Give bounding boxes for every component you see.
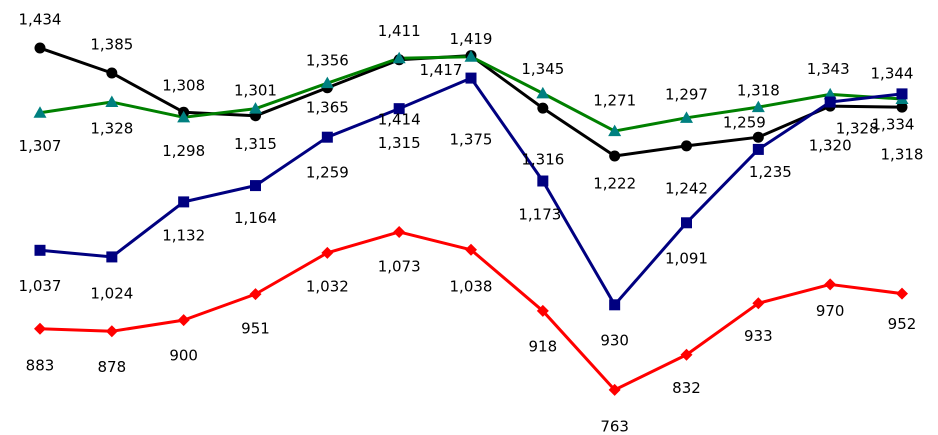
marker	[681, 217, 692, 229]
data-label: 1,419	[450, 30, 493, 48]
marker	[106, 67, 118, 79]
marker	[824, 96, 836, 108]
marker	[752, 143, 764, 155]
data-label: 1,375	[450, 131, 493, 149]
data-label: 1,091	[665, 249, 708, 267]
data-label: 1,073	[378, 257, 421, 275]
marker	[34, 322, 46, 335]
data-label: 1,334	[872, 115, 915, 133]
data-label: 1,037	[19, 277, 62, 295]
data-label: 1,315	[234, 135, 277, 153]
data-label: 1,356	[306, 51, 349, 69]
marker	[537, 102, 549, 114]
data-label: 763	[600, 417, 629, 435]
data-label: 1,307	[19, 137, 62, 155]
data-label: 1,417	[420, 61, 463, 79]
data-label: 832	[672, 379, 701, 397]
data-label: 1,385	[90, 35, 133, 53]
data-label: 1,173	[518, 206, 561, 224]
marker	[465, 72, 477, 84]
marker	[250, 180, 261, 192]
marker	[896, 88, 908, 100]
marker	[393, 103, 405, 115]
marker	[392, 51, 406, 64]
marker	[465, 243, 477, 256]
data-label: 1,316	[521, 151, 564, 169]
marker	[681, 140, 692, 152]
data-label: 1,434	[19, 11, 62, 29]
marker	[105, 95, 119, 108]
data-label: 1,414	[378, 111, 421, 129]
marker	[896, 287, 908, 300]
data-label: 1,297	[665, 85, 708, 103]
data-label: 878	[98, 358, 127, 376]
data-label: 1,222	[593, 175, 636, 193]
marker	[34, 244, 46, 256]
marker	[536, 304, 549, 317]
data-label: 1,308	[162, 77, 205, 95]
marker	[178, 196, 190, 208]
data-label: 1,038	[450, 277, 493, 295]
series-line	[39, 76, 903, 307]
marker	[896, 101, 908, 113]
data-label: 918	[529, 337, 558, 355]
data-label: 1,365	[306, 99, 349, 117]
data-label: 1,318	[737, 82, 780, 100]
data-label: 1,345	[521, 60, 564, 78]
data-label: 1,320	[809, 137, 852, 155]
data-label: 1,301	[234, 81, 277, 99]
data-label: 1,242	[665, 179, 708, 197]
data-label: 1,024	[90, 284, 133, 302]
marker	[751, 100, 765, 113]
data-label: 1,164	[234, 209, 277, 227]
data-label: 951	[241, 320, 270, 338]
data-label: 1,132	[162, 226, 205, 244]
data-label: 1,328	[90, 120, 133, 138]
marker	[33, 106, 47, 118]
marker	[320, 76, 334, 89]
marker	[608, 124, 622, 137]
data-label: 1,318	[881, 146, 924, 164]
data-label: 1,298	[162, 142, 205, 160]
data-label: 900	[169, 347, 198, 365]
marker	[249, 288, 262, 301]
marker	[752, 131, 764, 143]
data-label: 1,343	[807, 60, 850, 78]
data-label: 1,315	[378, 134, 421, 152]
marker	[177, 314, 190, 327]
data-label: 1,235	[749, 163, 792, 181]
data-label: 970	[816, 302, 845, 320]
marker	[464, 50, 478, 62]
marker	[177, 110, 191, 123]
marker	[321, 131, 333, 143]
marker	[537, 175, 549, 187]
data-label: 930	[600, 331, 629, 349]
data-label: 1,328	[836, 120, 879, 138]
marker	[321, 246, 334, 259]
marker	[609, 150, 621, 162]
data-label: 1,411	[378, 22, 421, 40]
marker	[752, 297, 765, 310]
marker	[34, 42, 46, 54]
marker	[609, 299, 621, 311]
marker	[249, 102, 262, 114]
marker	[680, 111, 693, 123]
marker	[106, 251, 118, 263]
marker	[824, 278, 837, 291]
marker	[393, 225, 406, 238]
data-label: 1,259	[723, 114, 766, 132]
marker	[680, 348, 693, 361]
marker	[536, 86, 550, 99]
data-label: 1,271	[593, 92, 636, 110]
data-label: 1,032	[306, 277, 349, 295]
data-label: 883	[26, 356, 55, 374]
data-label: 1,259	[306, 164, 349, 182]
data-label: 933	[744, 327, 773, 345]
marker	[823, 87, 837, 100]
data-label: 1,344	[871, 64, 914, 82]
marker	[105, 325, 118, 338]
marker	[608, 383, 621, 396]
data-label: 952	[888, 315, 917, 333]
